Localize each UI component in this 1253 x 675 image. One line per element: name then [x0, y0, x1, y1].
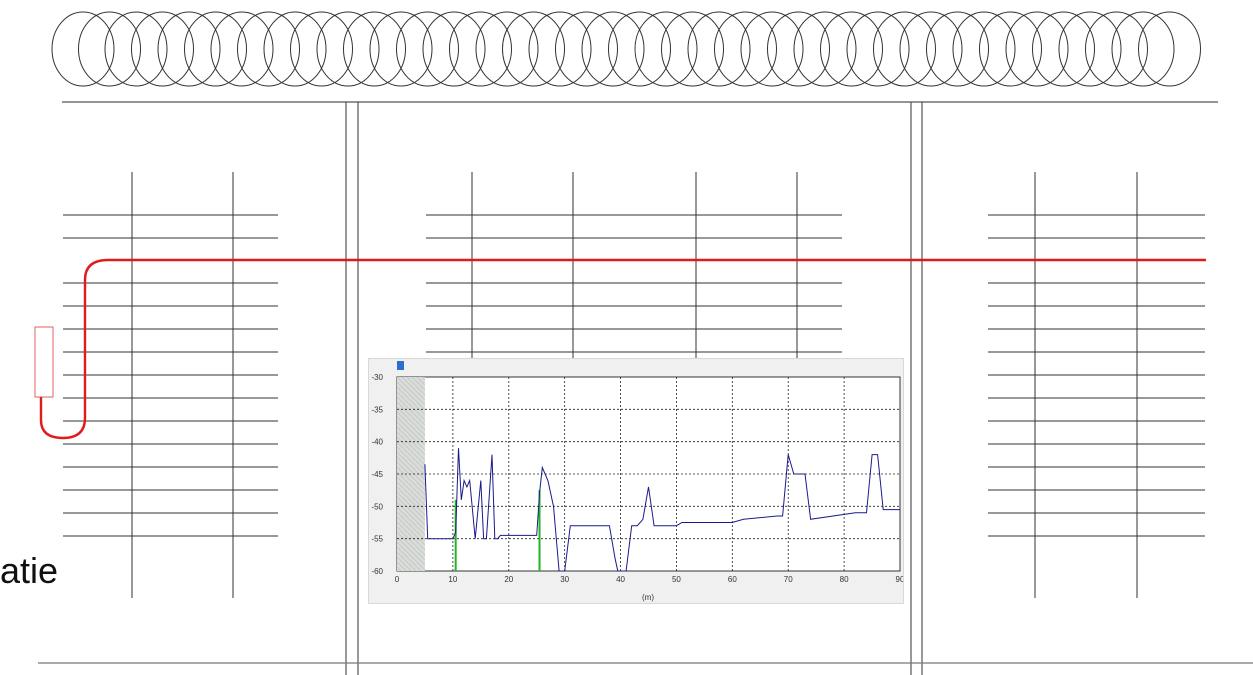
wire-coil — [581, 11, 645, 87]
otdr-trace-chart: -30 -35 -40 -45 -50 -55 -60 0 10 20 30 40 50 60 70 80 9… — [368, 358, 904, 604]
wire-coil — [634, 11, 698, 87]
wire-coil — [396, 11, 459, 87]
wire-coil — [926, 11, 989, 87]
x-tick-label: 10 — [448, 575, 457, 584]
y-tick-label: -30 — [371, 373, 383, 382]
x-tick-label: 80 — [840, 575, 849, 584]
plot-area — [396, 376, 901, 572]
wire-coil — [104, 11, 168, 87]
wire-coil — [555, 11, 618, 87]
hatch-line — [397, 386, 425, 416]
hatch-line — [397, 466, 425, 496]
wire-coil — [1032, 11, 1095, 87]
y-axis-ticks: -30 -35 -40 -45 -50 -55 -60 — [371, 373, 383, 576]
wire-coil — [1111, 11, 1175, 87]
wire-coil — [316, 11, 380, 87]
x-tick-label: 30 — [560, 575, 569, 584]
wire-coil — [51, 11, 115, 87]
mesh-panel-left — [63, 172, 278, 598]
x-tick-label: 60 — [728, 575, 737, 584]
wire-coil — [528, 11, 592, 87]
wire-coil — [767, 11, 830, 87]
x-tick-label: 20 — [504, 575, 513, 584]
wire-coil — [1138, 11, 1201, 87]
y-tick-label: -45 — [371, 470, 383, 479]
y-tick-label: -40 — [371, 438, 383, 447]
wire-coil — [687, 11, 751, 87]
wire-coil — [952, 11, 1016, 87]
wire-coil — [422, 11, 486, 87]
wire-coil — [131, 11, 194, 87]
side-label-text: atie — [0, 550, 59, 591]
hatch-line — [397, 381, 425, 411]
wire-coil — [157, 11, 221, 87]
hatch-line — [397, 406, 425, 436]
wire-coil — [1058, 11, 1122, 87]
x-axis-ticks: 0 10 20 30 40 50 60 70 80 90 — [395, 575, 903, 584]
wire-coil — [1005, 11, 1069, 87]
hatch-line — [397, 511, 425, 541]
x-tick-label: 90 — [896, 575, 903, 584]
wire-coil — [740, 11, 804, 87]
mesh-panel-right — [988, 172, 1205, 598]
wire-coil — [369, 11, 433, 87]
wire-coil — [793, 11, 857, 87]
sensor-unit-box — [34, 326, 54, 398]
event-markers — [454, 490, 541, 571]
wire-coil — [873, 11, 936, 87]
wire-coil — [449, 11, 512, 87]
y-tick-label: -50 — [371, 502, 383, 511]
hatch-line — [397, 446, 425, 476]
wire-coil — [184, 11, 247, 87]
wire-coil — [899, 11, 963, 87]
mesh-panel-center — [426, 172, 842, 358]
wire-coil — [237, 11, 300, 87]
x-axis-label: (m) — [642, 593, 654, 602]
wire-coil — [979, 11, 1042, 87]
wire-coil — [290, 11, 353, 87]
trace-line — [424, 448, 900, 572]
sensor-cable — [39, 258, 1206, 440]
x-tick-label: 40 — [616, 575, 625, 584]
wire-coil — [1085, 11, 1148, 87]
wire-coil — [820, 11, 883, 87]
wire-coil — [714, 11, 777, 87]
y-tick-label: -55 — [371, 535, 383, 544]
wire-coil — [502, 11, 565, 87]
hatch-line — [397, 531, 425, 561]
wire-coil — [661, 11, 724, 87]
chart-grid — [397, 377, 900, 571]
wire-coil — [846, 11, 910, 87]
wire-coil — [475, 11, 539, 87]
x-tick-label: 70 — [784, 575, 793, 584]
hatch-line — [397, 401, 425, 431]
wire-coil — [78, 11, 141, 87]
hatch-line — [397, 526, 425, 556]
x-tick-label: 0 — [395, 575, 400, 584]
razor-wire-coils — [51, 11, 1201, 87]
y-tick-label: -60 — [371, 567, 383, 576]
wire-coil — [263, 11, 327, 87]
wire-coil — [210, 11, 274, 87]
chart-toolbar-icon[interactable] — [397, 361, 404, 370]
y-tick-label: -35 — [371, 405, 383, 414]
chart-canvas: -30 -35 -40 -45 -50 -55 -60 0 10 20 30 40 50 60 70 80 9… — [371, 361, 903, 602]
wire-coil — [343, 11, 406, 87]
wire-coil — [608, 11, 671, 87]
x-tick-label: 50 — [672, 575, 681, 584]
